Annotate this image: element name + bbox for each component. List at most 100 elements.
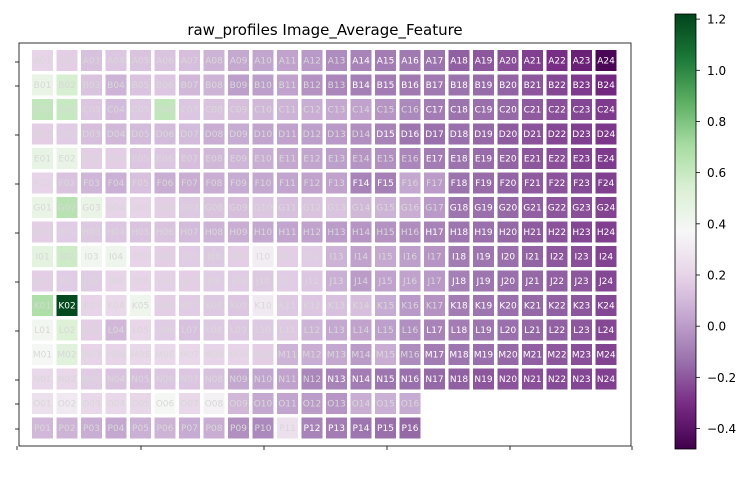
cell-label: D09 xyxy=(229,130,248,140)
colorbar-tick-label: 0.0 xyxy=(707,320,726,334)
heatmap-cell xyxy=(81,221,102,243)
heatmap-cell xyxy=(32,123,53,145)
heatmap-cell xyxy=(497,50,519,71)
heatmap-cell xyxy=(375,74,396,96)
cell-label: F12 xyxy=(304,179,321,189)
cell-label: C18 xyxy=(450,106,468,116)
cell-label: H23 xyxy=(572,228,590,238)
cell-label: F10 xyxy=(255,179,272,189)
heatmap-cell xyxy=(228,393,249,414)
cell-label: B03 xyxy=(83,81,101,91)
heatmap-cell xyxy=(399,368,421,390)
cell-label: C14 xyxy=(352,106,370,116)
heatmap-cell xyxy=(203,148,225,169)
cell-label: N02 xyxy=(58,375,76,385)
heatmap-cell xyxy=(375,368,396,390)
heatmap-cell xyxy=(32,368,53,390)
cell-label: M06 xyxy=(155,351,174,361)
heatmap-cell xyxy=(130,319,151,341)
heatmap-cell xyxy=(448,74,470,96)
cell-label: B05 xyxy=(132,81,150,91)
heatmap-cell xyxy=(154,319,176,341)
cell-label: G21 xyxy=(523,204,541,214)
cell-label: F07 xyxy=(181,179,198,189)
cell-label: N22 xyxy=(548,375,566,385)
cell-label: L10 xyxy=(255,326,272,336)
heatmap-cell xyxy=(252,417,274,439)
cell-label: E07 xyxy=(181,155,198,165)
cell-label: B20 xyxy=(499,81,517,91)
heatmap-cell xyxy=(595,74,617,96)
heatmap-cell xyxy=(277,172,298,194)
heatmap-cell xyxy=(228,319,249,341)
heatmap-cell xyxy=(81,99,102,120)
cell-label: F06 xyxy=(157,179,174,189)
heatmap-cell xyxy=(448,319,470,341)
cell-label: L04 xyxy=(108,326,125,336)
cell-label: J07 xyxy=(181,277,196,287)
cell-label: I22 xyxy=(550,253,564,263)
heatmap-cell xyxy=(301,344,323,365)
cell-label: K06 xyxy=(156,302,174,312)
colorbar-tick-label: −0.4 xyxy=(707,422,736,436)
heatmap-cell xyxy=(81,393,102,414)
heatmap-cell xyxy=(571,50,592,71)
heatmap-cell xyxy=(571,99,592,120)
cell-label: H04 xyxy=(107,228,125,238)
cell-label: N20 xyxy=(499,375,517,385)
heatmap-cell xyxy=(81,148,102,169)
cell-label: H09 xyxy=(229,228,247,238)
cell-label: E21 xyxy=(524,155,541,165)
cell-label: K16 xyxy=(401,302,419,312)
cell-label: A09 xyxy=(230,57,248,67)
heatmap-cell xyxy=(277,148,298,169)
cell-label: I21 xyxy=(525,253,539,263)
cell-label: J04 xyxy=(108,277,123,287)
cell-label: J10 xyxy=(255,277,270,287)
heatmap-cell xyxy=(546,148,568,169)
heatmap-cell xyxy=(203,344,225,365)
heatmap-cell xyxy=(154,368,176,390)
cell-label: J03 xyxy=(83,277,98,287)
heatmap-cell xyxy=(350,246,372,267)
cell-label: A13 xyxy=(328,57,346,67)
cell-label: J08 xyxy=(206,277,221,287)
heatmap-cell xyxy=(424,99,445,120)
heatmap-cell xyxy=(473,295,494,316)
cell-label: B22 xyxy=(548,81,566,91)
heatmap-cell xyxy=(277,123,298,145)
cell-label: D20 xyxy=(499,130,518,140)
heatmap-cell xyxy=(228,197,249,218)
heatmap-cell xyxy=(350,221,372,243)
heatmap-cell xyxy=(375,393,396,414)
cell-label: E03 xyxy=(83,155,100,165)
heatmap-cell xyxy=(277,393,298,414)
cell-label: B21 xyxy=(524,81,542,91)
cell-label: C06 xyxy=(156,106,174,116)
cell-label: J18 xyxy=(451,277,466,287)
heatmap-cell xyxy=(497,197,519,218)
heatmap-cell xyxy=(595,99,617,120)
cell-label: D06 xyxy=(156,130,175,140)
cell-label: L12 xyxy=(304,326,320,336)
cell-label: E04 xyxy=(107,155,124,165)
heatmap-cell xyxy=(228,50,249,71)
cell-label: I24 xyxy=(599,253,613,263)
cell-label: M14 xyxy=(351,351,370,361)
cell-label: G09 xyxy=(229,204,248,214)
cell-label: G19 xyxy=(474,204,493,214)
cell-label: O07 xyxy=(180,400,199,410)
cell-label: H08 xyxy=(205,228,223,238)
cell-label: J01 xyxy=(34,277,49,287)
cell-label: K22 xyxy=(548,302,565,312)
heatmap-cell xyxy=(154,148,176,169)
heatmap-cell xyxy=(326,172,347,194)
heatmap-cell xyxy=(228,295,249,316)
cell-label: A12 xyxy=(303,57,321,67)
heatmap-cell xyxy=(473,123,494,145)
cell-label: D18 xyxy=(450,130,469,140)
cell-label: F01 xyxy=(34,179,51,189)
cell-label: L05 xyxy=(132,326,148,336)
heatmap-cell xyxy=(179,417,200,439)
heatmap-cell xyxy=(595,246,617,267)
